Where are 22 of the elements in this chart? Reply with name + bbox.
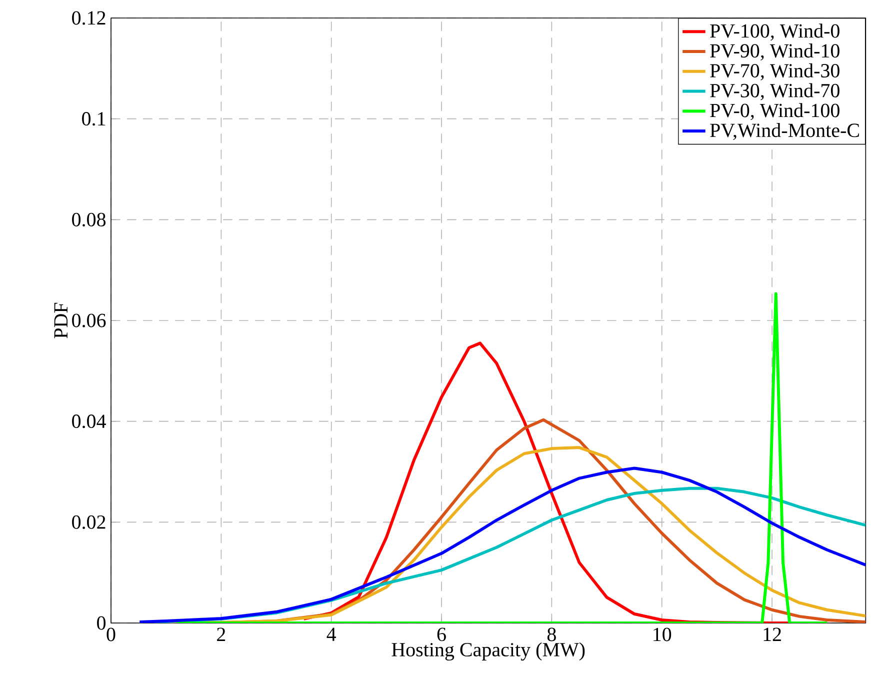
legend-label: PV,Wind-Monte-C (710, 123, 859, 140)
y-tick-label: 0 (97, 616, 106, 630)
legend-label: PV-100, Wind-0 (710, 24, 840, 41)
x-tick-label: 10 (654, 628, 672, 642)
x-tick-label: 8 (547, 628, 556, 642)
y-axis-title: PDF (54, 302, 68, 338)
y-tick-label: 0.06 (72, 314, 106, 328)
x-axis-title: Hosting Capacity (MW) (392, 642, 585, 661)
y-tick-label: 0.02 (72, 515, 106, 529)
x-tick-label: 6 (437, 628, 446, 642)
legend-label: PV-70, Wind-30 (710, 63, 840, 80)
legend-label: PV-30, Wind-70 (710, 83, 840, 100)
y-tick-label: 0.08 (72, 212, 106, 226)
x-tick-label: 4 (326, 628, 336, 641)
x-tick-label: 12 (764, 628, 781, 641)
legend-label: PV-0, Wind-100 (710, 103, 840, 120)
x-tick-label: 0 (106, 628, 116, 642)
x-tick-label: 2 (217, 628, 226, 641)
y-tick-label: 0.04 (72, 414, 106, 428)
y-tick-label: 0.1 (82, 112, 106, 126)
legend-label: PV-90, Wind-10 (710, 44, 840, 60)
y-tick-label: 0.12 (72, 11, 106, 25)
